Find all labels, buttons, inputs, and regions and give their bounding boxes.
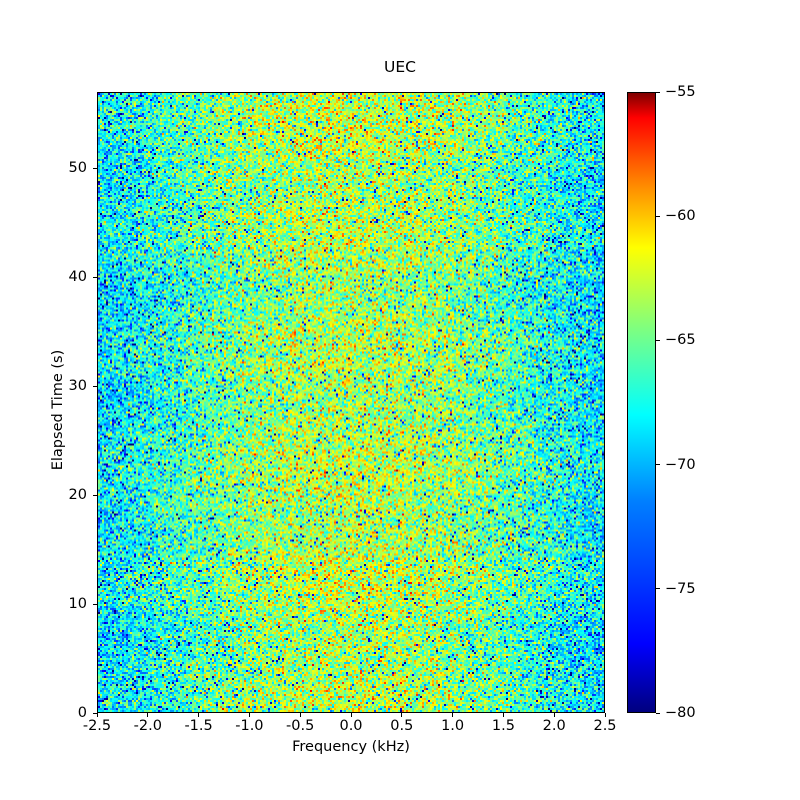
y-tick-mark [93, 167, 97, 169]
colorbar-tick-mark [656, 215, 660, 217]
y-tick-label: 30 [68, 378, 87, 395]
x-tick-mark [248, 713, 250, 717]
y-axis-label: Elapsed Time (s) [50, 349, 66, 471]
colorbar-tick-mark [656, 339, 660, 341]
x-tick-mark [147, 713, 149, 717]
colorbar-tick-label: −65 [665, 332, 696, 349]
x-tick-mark [198, 713, 200, 717]
colorbar-tick-label: −80 [665, 705, 696, 721]
x-tick-label: -1.5 [184, 718, 213, 734]
x-tick-label: 1.5 [491, 718, 515, 734]
colorbar-tick-mark [656, 464, 660, 466]
y-tick-mark [93, 385, 97, 387]
x-tick-label: -1.0 [235, 718, 264, 734]
x-tick-mark [604, 713, 606, 717]
x-tick-mark [299, 713, 301, 717]
title-line-station: UEC [384, 58, 416, 77]
colorbar-tick-label: −70 [665, 456, 696, 473]
y-tick-label: 20 [68, 487, 87, 504]
y-tick-mark [93, 494, 97, 496]
colorbar-tick-mark [656, 712, 660, 714]
colorbar-tick-mark [656, 588, 660, 590]
x-tick-label: -0.5 [286, 718, 315, 734]
x-tick-mark [553, 713, 555, 717]
spectrogram-image [98, 93, 604, 712]
y-tick-label: 0 [77, 705, 87, 721]
colorbar [627, 92, 656, 713]
x-tick-mark [452, 713, 454, 717]
y-tick-mark [93, 603, 97, 605]
x-tick-mark [96, 713, 98, 717]
colorbar-tick-label: −55 [665, 84, 696, 100]
x-tick-label: 1.0 [441, 718, 465, 734]
x-tick-mark [401, 713, 403, 717]
x-tick-label: 2.5 [593, 718, 617, 734]
x-tick-label: -2.0 [133, 718, 162, 734]
y-tick-label: 10 [68, 596, 87, 613]
spectrogram-plot-area [97, 92, 605, 713]
x-tick-label: 2.0 [542, 718, 566, 734]
x-tick-mark [502, 713, 504, 717]
y-tick-mark [93, 276, 97, 278]
x-tick-label: 0.0 [339, 718, 363, 734]
colorbar-tick-label: −60 [665, 208, 696, 225]
x-tick-label: 0.5 [390, 718, 414, 734]
y-tick-mark [93, 712, 97, 714]
x-axis-label: Frequency (kHz) [292, 739, 410, 755]
y-tick-label: 50 [68, 160, 87, 177]
y-tick-label: 40 [68, 269, 87, 286]
x-tick-mark [350, 713, 352, 717]
x-tick-label: -2.5 [82, 718, 112, 734]
colorbar-tick-mark [656, 91, 660, 93]
colorbar-tick-label: −75 [665, 580, 696, 597]
